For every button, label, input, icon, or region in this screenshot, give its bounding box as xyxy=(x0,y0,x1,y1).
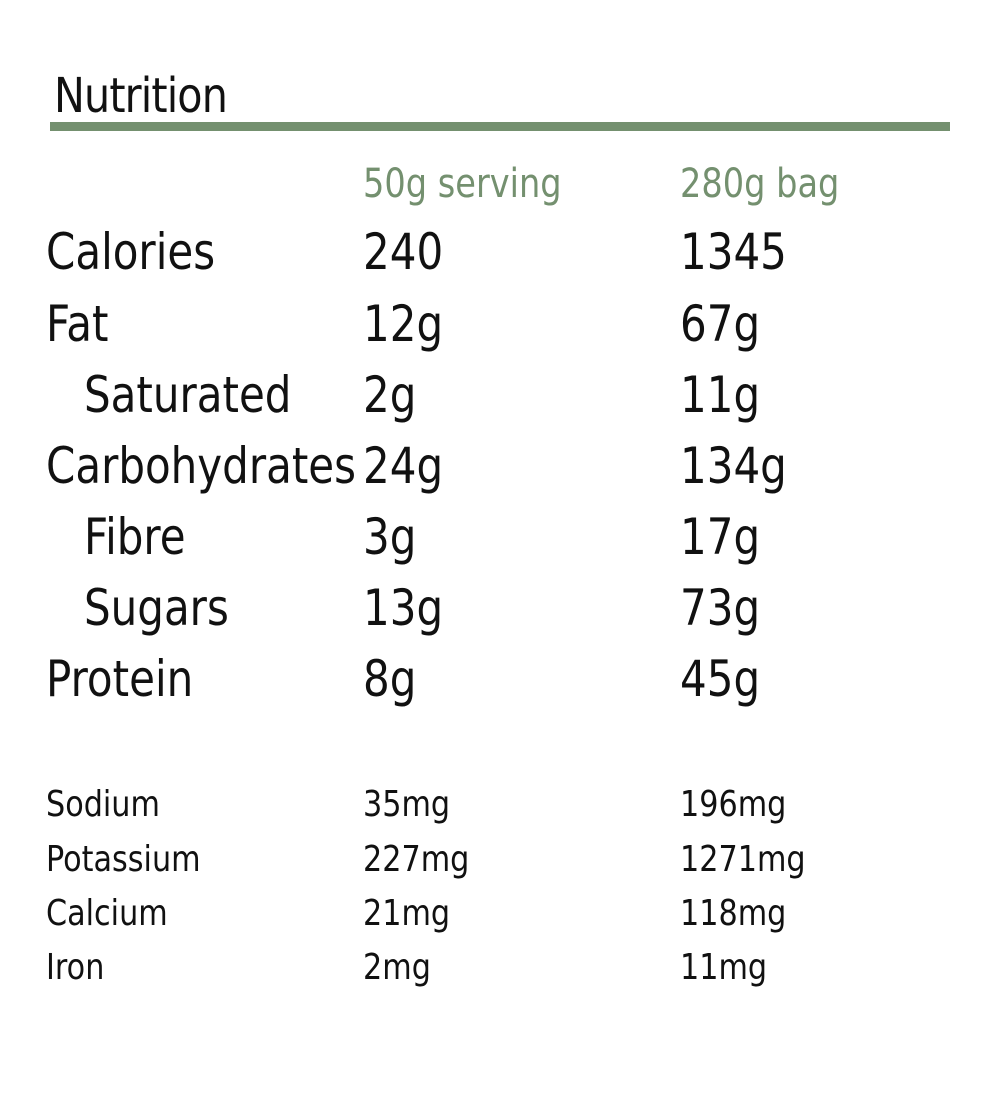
bag-value: 134g xyxy=(680,437,787,495)
column-header-bag: 280g bag xyxy=(680,161,840,207)
mineral-label: Potassium xyxy=(46,839,201,880)
nutrient-label: Carbohydrates xyxy=(46,437,357,495)
nutrient-label: Protein xyxy=(46,650,194,708)
bag-value: 11mg xyxy=(680,947,768,988)
serving-value: 240 xyxy=(363,223,444,281)
column-header-serving: 50g serving xyxy=(363,161,562,207)
serving-value: 13g xyxy=(363,579,444,637)
bag-value: 17g xyxy=(680,508,761,566)
header-divider xyxy=(50,122,950,131)
bag-value: 73g xyxy=(680,579,761,637)
serving-value: 227mg xyxy=(363,839,470,880)
bag-value: 67g xyxy=(680,295,761,353)
serving-value: 3g xyxy=(363,508,417,566)
serving-value: 24g xyxy=(363,437,444,495)
serving-value: 8g xyxy=(363,650,417,708)
mineral-label: Iron xyxy=(46,947,105,988)
serving-value: 35mg xyxy=(363,784,451,825)
serving-value: 12g xyxy=(363,295,444,353)
nutrient-label: Calories xyxy=(46,223,216,281)
mineral-label: Calcium xyxy=(46,893,168,934)
serving-value: 2mg xyxy=(363,947,431,988)
bag-value: 196mg xyxy=(680,784,787,825)
bag-value: 1271mg xyxy=(680,839,806,880)
page-title: Nutrition xyxy=(54,68,228,125)
bag-value: 118mg xyxy=(680,893,787,934)
bag-value: 45g xyxy=(680,650,761,708)
nutrient-label: Saturated xyxy=(84,366,292,424)
bag-value: 1345 xyxy=(680,223,787,281)
bag-value: 11g xyxy=(680,366,761,424)
nutrient-label: Sugars xyxy=(84,579,229,637)
serving-value: 21mg xyxy=(363,893,451,934)
nutrient-label: Fibre xyxy=(84,508,186,566)
serving-value: 2g xyxy=(363,366,417,424)
mineral-label: Sodium xyxy=(46,784,160,825)
nutrient-label: Fat xyxy=(46,295,109,353)
